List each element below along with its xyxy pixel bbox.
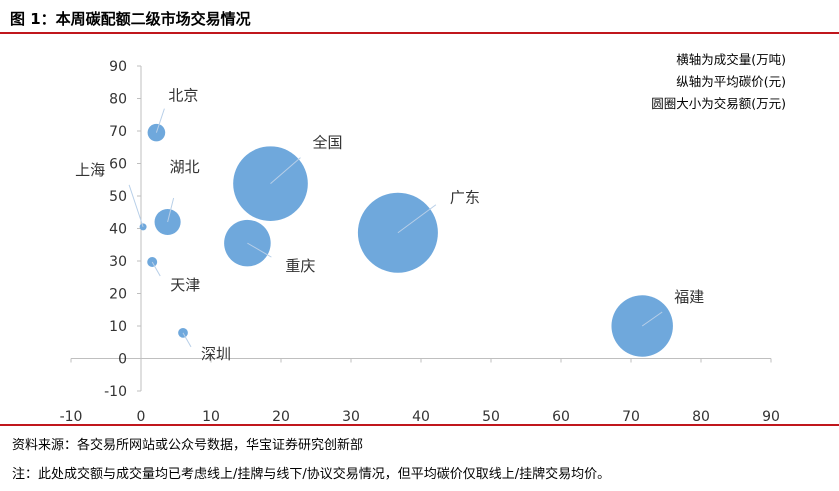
leader-line [182,332,192,348]
x-tick-label: 10 [202,409,220,424]
bubble-label: 全国 [313,134,343,152]
y-tick-label: 50 [109,189,127,205]
x-tick-label: 70 [622,409,640,424]
source-note: 资料来源：各交易所网站或公众号数据，华宝证券研究创新部 [12,438,364,453]
bubble-label: 福建 [674,288,704,306]
label-leader-lines [128,108,663,348]
y-tick-label: 10 [109,319,127,335]
x-tick-label: 0 [137,409,146,424]
y-tick-label: 80 [109,92,127,108]
legend-line-size: 圆圈大小为交易额(万元) [651,96,786,111]
bubble-label: 上海 [75,161,105,179]
leader-line [155,108,165,133]
x-tick-label: 90 [762,409,780,424]
legend-line-x: 横轴为成交量(万吨) [676,52,786,67]
x-tick-labels: -10 0 10 20 30 40 50 60 70 80 90 [60,409,780,424]
bubble-label: 深圳 [201,345,231,363]
y-tick-label: 0 [118,352,127,368]
bubble-label: 北京 [168,87,198,105]
x-tick-label: 20 [272,409,290,424]
leader-line [641,311,663,327]
y-tick-label: 40 [109,222,127,238]
axis-legend-note: 横轴为成交量(万吨) 纵轴为平均碳价(元) 圆圈大小为交易额(万元) [651,52,786,111]
y-tick-label: -10 [104,384,127,400]
leader-line [247,242,272,258]
title-divider [0,32,839,34]
bubble-series [139,123,673,357]
leader-line [128,184,144,228]
bubble-chart: -10 0 10 20 30 40 50 60 70 80 90 -10 0 10 20 30 40 50 60 7… [60,52,786,424]
y-tick-label: 30 [109,254,127,270]
y-tick-labels: -10 0 10 20 30 40 50 60 70 80 90 [104,59,127,400]
x-tick-label: 50 [482,409,500,424]
figure-title: 图 1：本周碳配额二级市场交易情况 [10,10,251,28]
leader-line [397,204,437,234]
legend-line-y: 纵轴为平均碳价(元) [676,74,786,89]
leader-line [151,261,161,277]
bubble-label: 重庆 [285,257,315,275]
footnote: 注：此处成交额与成交量均已考虑线上/挂牌与线下/协议交易情况，但平均碳价仅取线上… [12,467,611,482]
leader-line [270,157,301,185]
x-tick-label: -10 [60,409,83,424]
y-tick-label: 90 [109,59,127,75]
bubble-label: 广东 [450,189,480,207]
bubble-label: 天津 [170,276,200,294]
x-tick-label: 30 [342,409,360,424]
y-tick-label: 70 [109,124,127,140]
x-tick-label: 40 [412,409,430,424]
bubble-label: 湖北 [170,158,200,176]
x-tick-label: 80 [692,409,710,424]
x-tick-label: 60 [552,409,570,424]
y-tick-label: 60 [109,157,127,173]
footer-divider [0,424,839,426]
leader-line [167,197,175,223]
y-tick-label: 20 [109,287,127,303]
